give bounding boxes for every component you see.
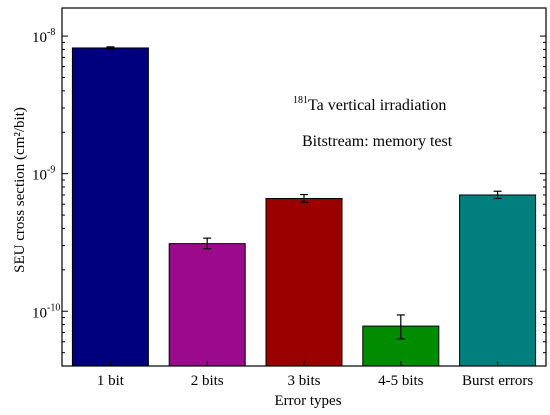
x-tick-label: Burst errors [462,373,533,389]
y-tick-label: 10-10 [32,302,60,321]
annotation-isotope-superscript: 181 [293,95,308,106]
y-axis-label: SEU cross section (cm²/bit) [12,107,28,273]
axes-layer [61,7,547,367]
x-tick-label: 4-5 bits [378,373,424,389]
x-tick-label: 2 bits [191,373,224,389]
y-tick-mantissa: 10 [32,168,47,184]
bar-burst-errors [459,194,537,367]
x-tick-label: 3 bits [288,373,321,389]
x-tick-label: 1 bit [97,373,125,389]
bar-1-bit [71,47,149,367]
y-tick-label: 10-8 [32,27,55,46]
y-tick-mantissa: 10 [32,305,47,321]
annotation-isotope: 181Ta vertical irradiation [293,95,446,114]
y-tick-mantissa: 10 [32,30,47,46]
annotation-isotope-text: Ta vertical irradiation [308,97,446,114]
bars-layer [71,47,537,367]
annotation-bitstream: Bitstream: memory test [302,133,453,150]
text-layer: SEU cross section (cm²/bit) Error types … [12,27,533,409]
y-tick-exponent: -10 [47,302,60,313]
x-axis-label: Error types [274,393,341,409]
bar-3-bits [265,197,343,367]
bar-2-bits [168,243,246,367]
y-tick-exponent: -9 [47,165,55,176]
y-tick-label: 10-9 [32,165,55,184]
error-bars-layer [106,46,502,340]
y-tick-exponent: -8 [47,27,55,38]
